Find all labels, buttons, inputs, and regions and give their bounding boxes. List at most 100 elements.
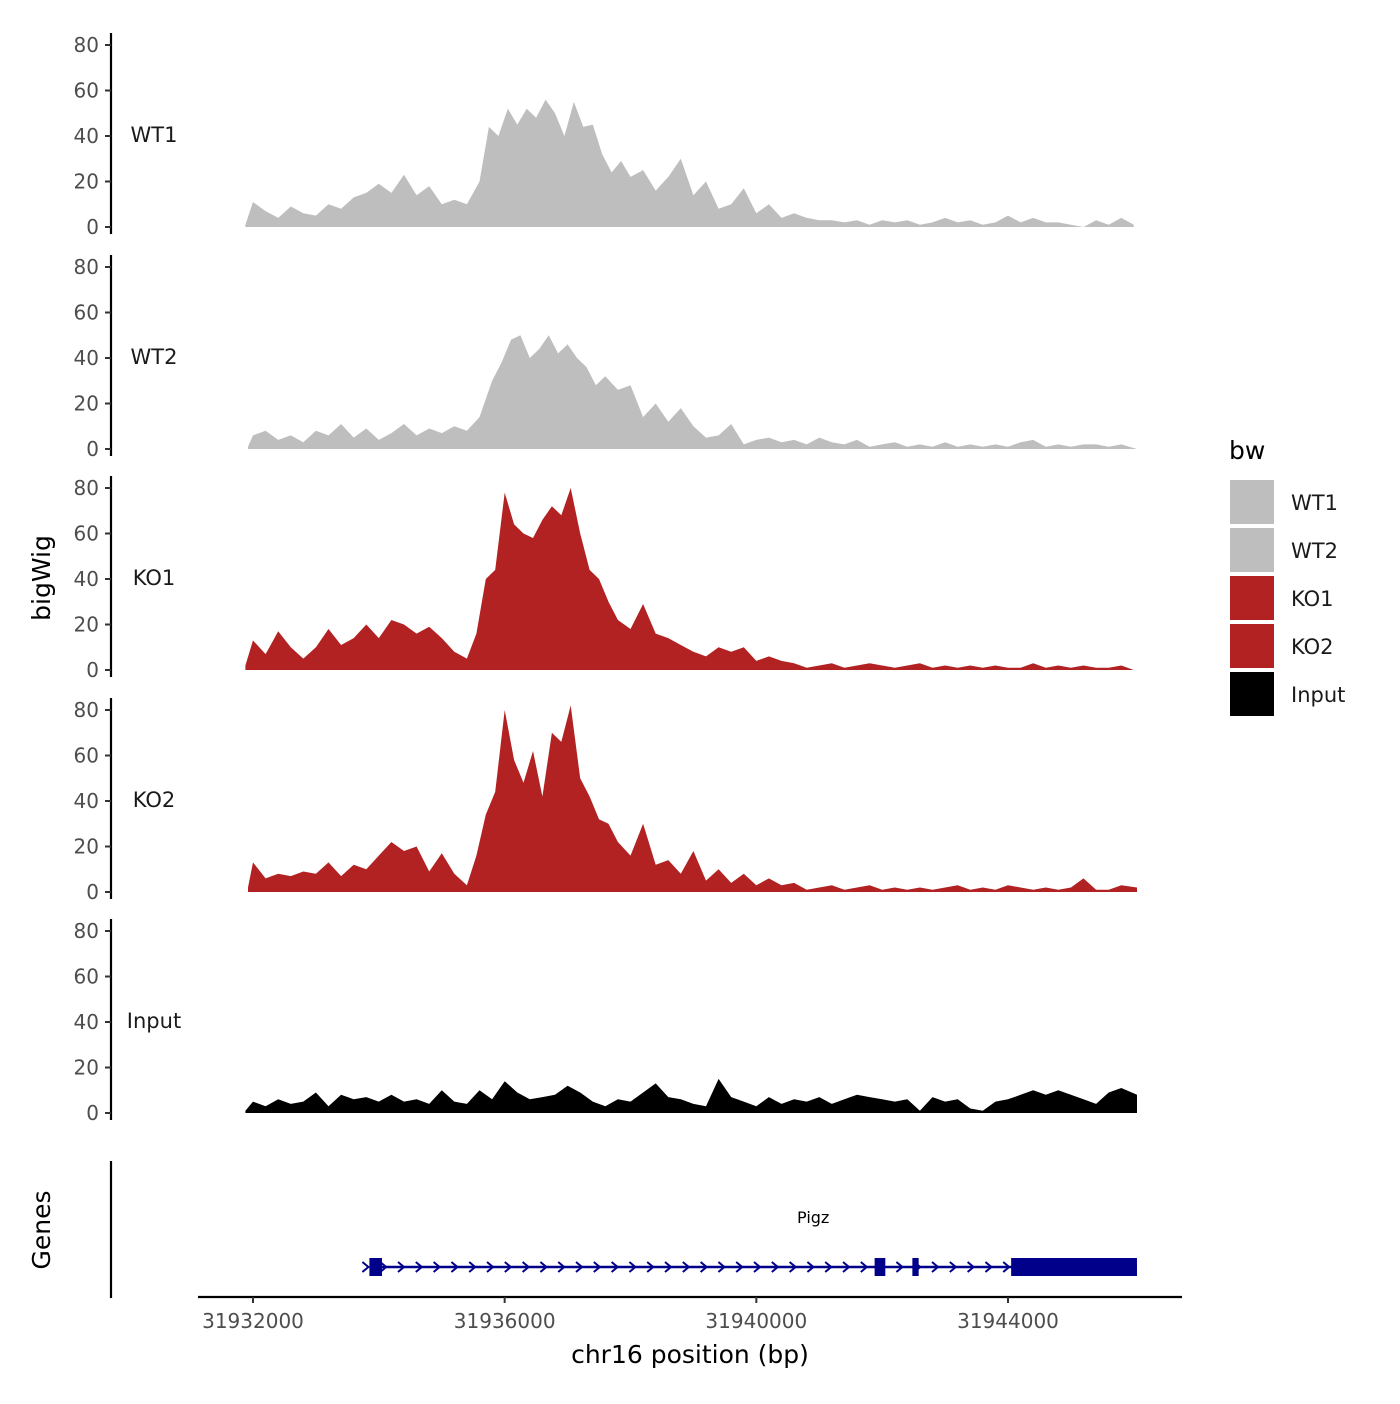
strand-arrow — [860, 1261, 869, 1273]
strand-arrow — [682, 1261, 691, 1273]
strand-arrow — [397, 1261, 406, 1273]
y-tick-label: 20 — [74, 835, 99, 859]
strand-arrow — [664, 1261, 673, 1273]
strand-arrow — [539, 1261, 548, 1273]
legend: bw WT1 WT2 KO1 KO2 Input — [1229, 436, 1345, 716]
strand-arrow — [593, 1261, 602, 1273]
y-tick-label: 0 — [86, 215, 99, 239]
legend-title: bw — [1229, 436, 1265, 465]
strand-arrow — [735, 1261, 744, 1273]
strand-arrow — [361, 1261, 370, 1273]
y-tick-label: 20 — [74, 613, 99, 637]
track-ko1: 0 20 40 60 80 KO1 — [74, 476, 1134, 682]
track-label: KO1 — [133, 566, 176, 590]
genes-axis-title: Genes — [27, 1190, 56, 1269]
track-label: WT1 — [131, 123, 178, 147]
track-label: WT2 — [131, 345, 178, 369]
legend-label: KO1 — [1291, 587, 1334, 611]
legend-key-ko1 — [1230, 576, 1274, 620]
strand-arrow — [771, 1261, 780, 1273]
strand-arrow — [628, 1261, 637, 1273]
y-tick-label: 80 — [74, 255, 99, 279]
y-tick-label: 80 — [74, 476, 99, 500]
strand-arrow — [699, 1261, 709, 1273]
legend-key-ko2 — [1230, 624, 1274, 668]
y-tick-label: 0 — [86, 658, 99, 682]
strand-arrow — [753, 1261, 762, 1273]
area-wt1 — [245, 99, 1134, 227]
y-tick-label: 0 — [86, 437, 99, 461]
area-ko1 — [245, 488, 1134, 670]
legend-key-wt2 — [1230, 528, 1274, 572]
track-wt1: 0 20 40 60 80 WT1 — [74, 33, 1134, 239]
y-tick-label: 40 — [74, 1010, 99, 1034]
strand-arrow — [450, 1261, 459, 1273]
track-label: Input — [127, 1009, 181, 1033]
y-tick-label: 80 — [74, 919, 99, 943]
legend-label: WT1 — [1291, 491, 1338, 515]
strand-arrow — [984, 1261, 993, 1273]
x-tick-label: 31940000 — [705, 1309, 807, 1333]
strand-arrow — [432, 1261, 442, 1273]
strand-arrow — [415, 1261, 424, 1273]
strand-arrow — [842, 1261, 851, 1273]
x-axis-title: chr16 position (bp) — [571, 1340, 809, 1369]
strand-arrow — [575, 1261, 584, 1273]
y-tick-label: 60 — [74, 301, 99, 325]
tracks-layer: 0 20 40 60 80 WT1 0 20 40 60 80 WT2 0 20 40 60 80 KO1 0 20 4… — [74, 33, 1137, 1125]
y-tick-label: 80 — [74, 698, 99, 722]
strand-arrow — [521, 1261, 531, 1273]
y-tick-label: 20 — [74, 170, 99, 194]
strand-arrow — [468, 1261, 477, 1273]
exon-block — [912, 1258, 919, 1276]
legend-label: WT2 — [1291, 539, 1338, 563]
exon-block — [369, 1258, 382, 1276]
exon-block — [1011, 1258, 1137, 1276]
gene-name-label: Pigz — [797, 1208, 829, 1227]
x-tick-label: 31932000 — [202, 1309, 304, 1333]
strand-arrow — [379, 1261, 388, 1273]
strand-arrow — [717, 1261, 726, 1273]
y-tick-label: 40 — [74, 789, 99, 813]
strand-arrow — [966, 1261, 976, 1273]
legend-key-input — [1230, 672, 1274, 716]
y-tick-label: 60 — [74, 744, 99, 768]
area-ko2 — [248, 705, 1137, 892]
track-input: 0 20 40 60 80 Input — [74, 919, 1137, 1125]
y-tick-label: 40 — [74, 124, 99, 148]
track-wt2: 0 20 40 60 80 WT2 — [74, 255, 1137, 461]
y-tick-label: 0 — [86, 1101, 99, 1125]
exon-block — [874, 1258, 886, 1276]
strand-arrow — [1002, 1261, 1011, 1273]
y-axis-title: bigWig — [27, 535, 56, 621]
area-wt2 — [248, 335, 1137, 449]
legend-label: Input — [1291, 683, 1345, 707]
y-tick-label: 40 — [74, 346, 99, 370]
y-tick-label: 20 — [74, 1056, 99, 1080]
x-tick-label: 31936000 — [454, 1309, 556, 1333]
y-tick-label: 60 — [74, 522, 99, 546]
strand-arrow — [646, 1261, 655, 1273]
x-tick-label: 31944000 — [957, 1309, 1059, 1333]
x-axis: 31932000 31936000 31940000 31944000 — [198, 1295, 1182, 1333]
y-tick-label: 20 — [74, 392, 99, 416]
strand-arrow — [788, 1261, 798, 1273]
strand-arrow — [486, 1261, 495, 1273]
track-label: KO2 — [133, 788, 176, 812]
legend-key-wt1 — [1230, 480, 1274, 524]
legend-label: KO2 — [1291, 635, 1334, 659]
strand-arrow — [557, 1261, 566, 1273]
strand-arrow — [824, 1261, 833, 1273]
strand-arrow — [610, 1261, 620, 1273]
strand-arrow — [949, 1261, 958, 1273]
gene-track: Pigz — [109, 1161, 1137, 1298]
strand-arrow — [895, 1261, 904, 1273]
y-tick-label: 60 — [74, 965, 99, 989]
track-ko2: 0 20 40 60 80 KO2 — [74, 698, 1137, 904]
strand-arrow — [806, 1261, 815, 1273]
y-tick-label: 60 — [74, 79, 99, 103]
y-tick-label: 80 — [74, 33, 99, 57]
area-input — [245, 1078, 1137, 1113]
